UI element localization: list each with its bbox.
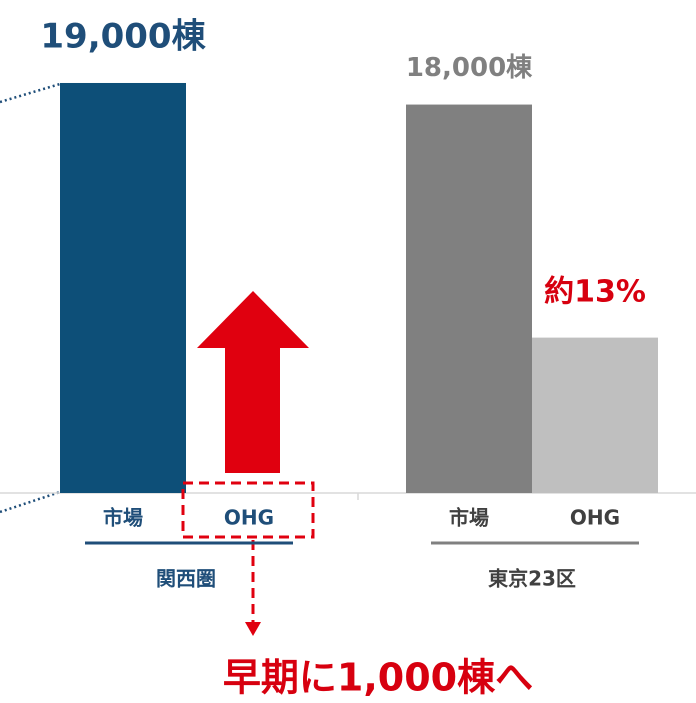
connector bbox=[0, 490, 61, 514]
value-label: 19,000棟 bbox=[40, 16, 206, 56]
x-tick-label: OHG bbox=[224, 506, 274, 530]
pointer-head bbox=[245, 622, 261, 636]
x-tick-label: 市場 bbox=[449, 506, 489, 530]
group-label: 東京23区 bbox=[488, 567, 576, 591]
value-label: 18,000棟 bbox=[406, 53, 533, 83]
annotation: 約13% bbox=[544, 275, 646, 310]
highlight-box bbox=[181, 481, 315, 539]
connector bbox=[0, 82, 61, 104]
annotation: 早期に1,000棟へ bbox=[223, 656, 533, 700]
bar bbox=[406, 104, 532, 493]
bar bbox=[532, 337, 658, 493]
group-label: 関西圏 bbox=[156, 567, 216, 591]
x-tick-label: 市場 bbox=[103, 506, 143, 530]
x-tick-label: OHG bbox=[570, 506, 620, 530]
up-arrow bbox=[197, 291, 309, 473]
bar bbox=[60, 82, 186, 493]
